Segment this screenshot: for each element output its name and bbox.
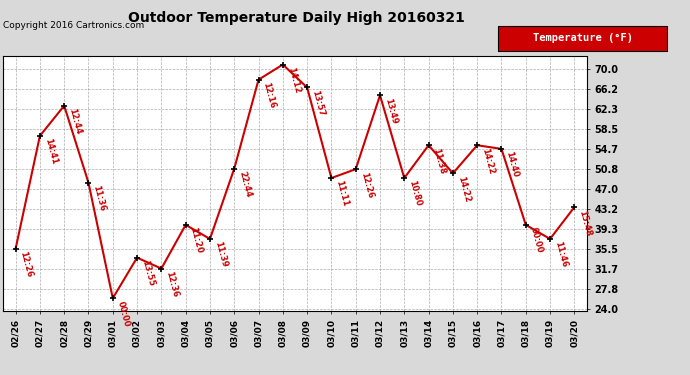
- Text: 11:11: 11:11: [335, 180, 350, 208]
- Text: 14:41: 14:41: [43, 137, 59, 166]
- Text: 12:26: 12:26: [359, 171, 374, 199]
- Text: 22:44: 22:44: [237, 170, 253, 198]
- Text: 12:44: 12:44: [67, 107, 83, 135]
- Text: 14:12: 14:12: [286, 66, 302, 94]
- Text: 11:39: 11:39: [213, 240, 228, 268]
- Text: 14:40: 14:40: [504, 150, 520, 178]
- Text: 10:80: 10:80: [407, 180, 423, 207]
- Text: 00:00: 00:00: [529, 226, 544, 254]
- Text: 13:49: 13:49: [383, 97, 399, 125]
- Text: 11:36: 11:36: [91, 184, 107, 213]
- Text: 11:46: 11:46: [553, 240, 569, 269]
- Text: Outdoor Temperature Daily High 20160321: Outdoor Temperature Daily High 20160321: [128, 11, 465, 25]
- Text: 12:36: 12:36: [164, 270, 180, 298]
- Text: 13:57: 13:57: [310, 89, 326, 117]
- Text: 15:48: 15:48: [578, 209, 593, 237]
- Text: 12:16: 12:16: [262, 81, 277, 110]
- Text: 11:38: 11:38: [431, 147, 447, 175]
- Text: 14:22: 14:22: [480, 147, 495, 175]
- Text: Copyright 2016 Cartronics.com: Copyright 2016 Cartronics.com: [3, 21, 145, 30]
- Text: 12:26: 12:26: [19, 251, 34, 279]
- Text: 11:20: 11:20: [188, 226, 204, 255]
- Text: 14:22: 14:22: [456, 175, 471, 203]
- Text: 13:55: 13:55: [140, 259, 156, 287]
- Text: Temperature (°F): Temperature (°F): [533, 33, 633, 44]
- Text: 00:00: 00:00: [116, 300, 131, 328]
